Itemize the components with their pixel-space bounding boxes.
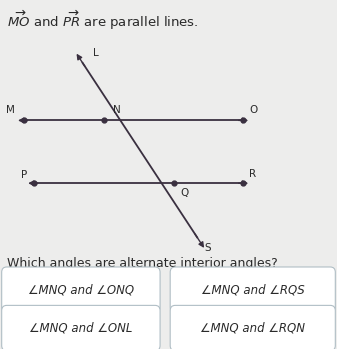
Text: ∠MNQ and ∠ONQ: ∠MNQ and ∠ONQ bbox=[28, 283, 134, 296]
Text: Q: Q bbox=[180, 188, 188, 199]
FancyBboxPatch shape bbox=[2, 267, 160, 312]
Text: ∠MNQ and ∠RQN: ∠MNQ and ∠RQN bbox=[200, 321, 305, 335]
Text: O: O bbox=[249, 105, 257, 115]
Text: L: L bbox=[93, 47, 98, 58]
FancyBboxPatch shape bbox=[2, 305, 160, 349]
Text: S: S bbox=[204, 243, 211, 253]
Text: N: N bbox=[113, 105, 121, 115]
Text: Which angles are alternate interior angles?: Which angles are alternate interior angl… bbox=[7, 257, 277, 269]
Text: $\overrightarrow{MO}$ and $\overrightarrow{PR}$ are parallel lines.: $\overrightarrow{MO}$ and $\overrightarr… bbox=[7, 9, 198, 32]
Text: ∠MNQ and ∠ONL: ∠MNQ and ∠ONL bbox=[29, 321, 132, 335]
FancyBboxPatch shape bbox=[170, 267, 335, 312]
Text: R: R bbox=[249, 169, 256, 179]
FancyBboxPatch shape bbox=[170, 305, 335, 349]
Text: P: P bbox=[21, 170, 27, 180]
Text: M: M bbox=[6, 105, 15, 115]
Text: ∠MNQ and ∠RQS: ∠MNQ and ∠RQS bbox=[201, 283, 305, 296]
